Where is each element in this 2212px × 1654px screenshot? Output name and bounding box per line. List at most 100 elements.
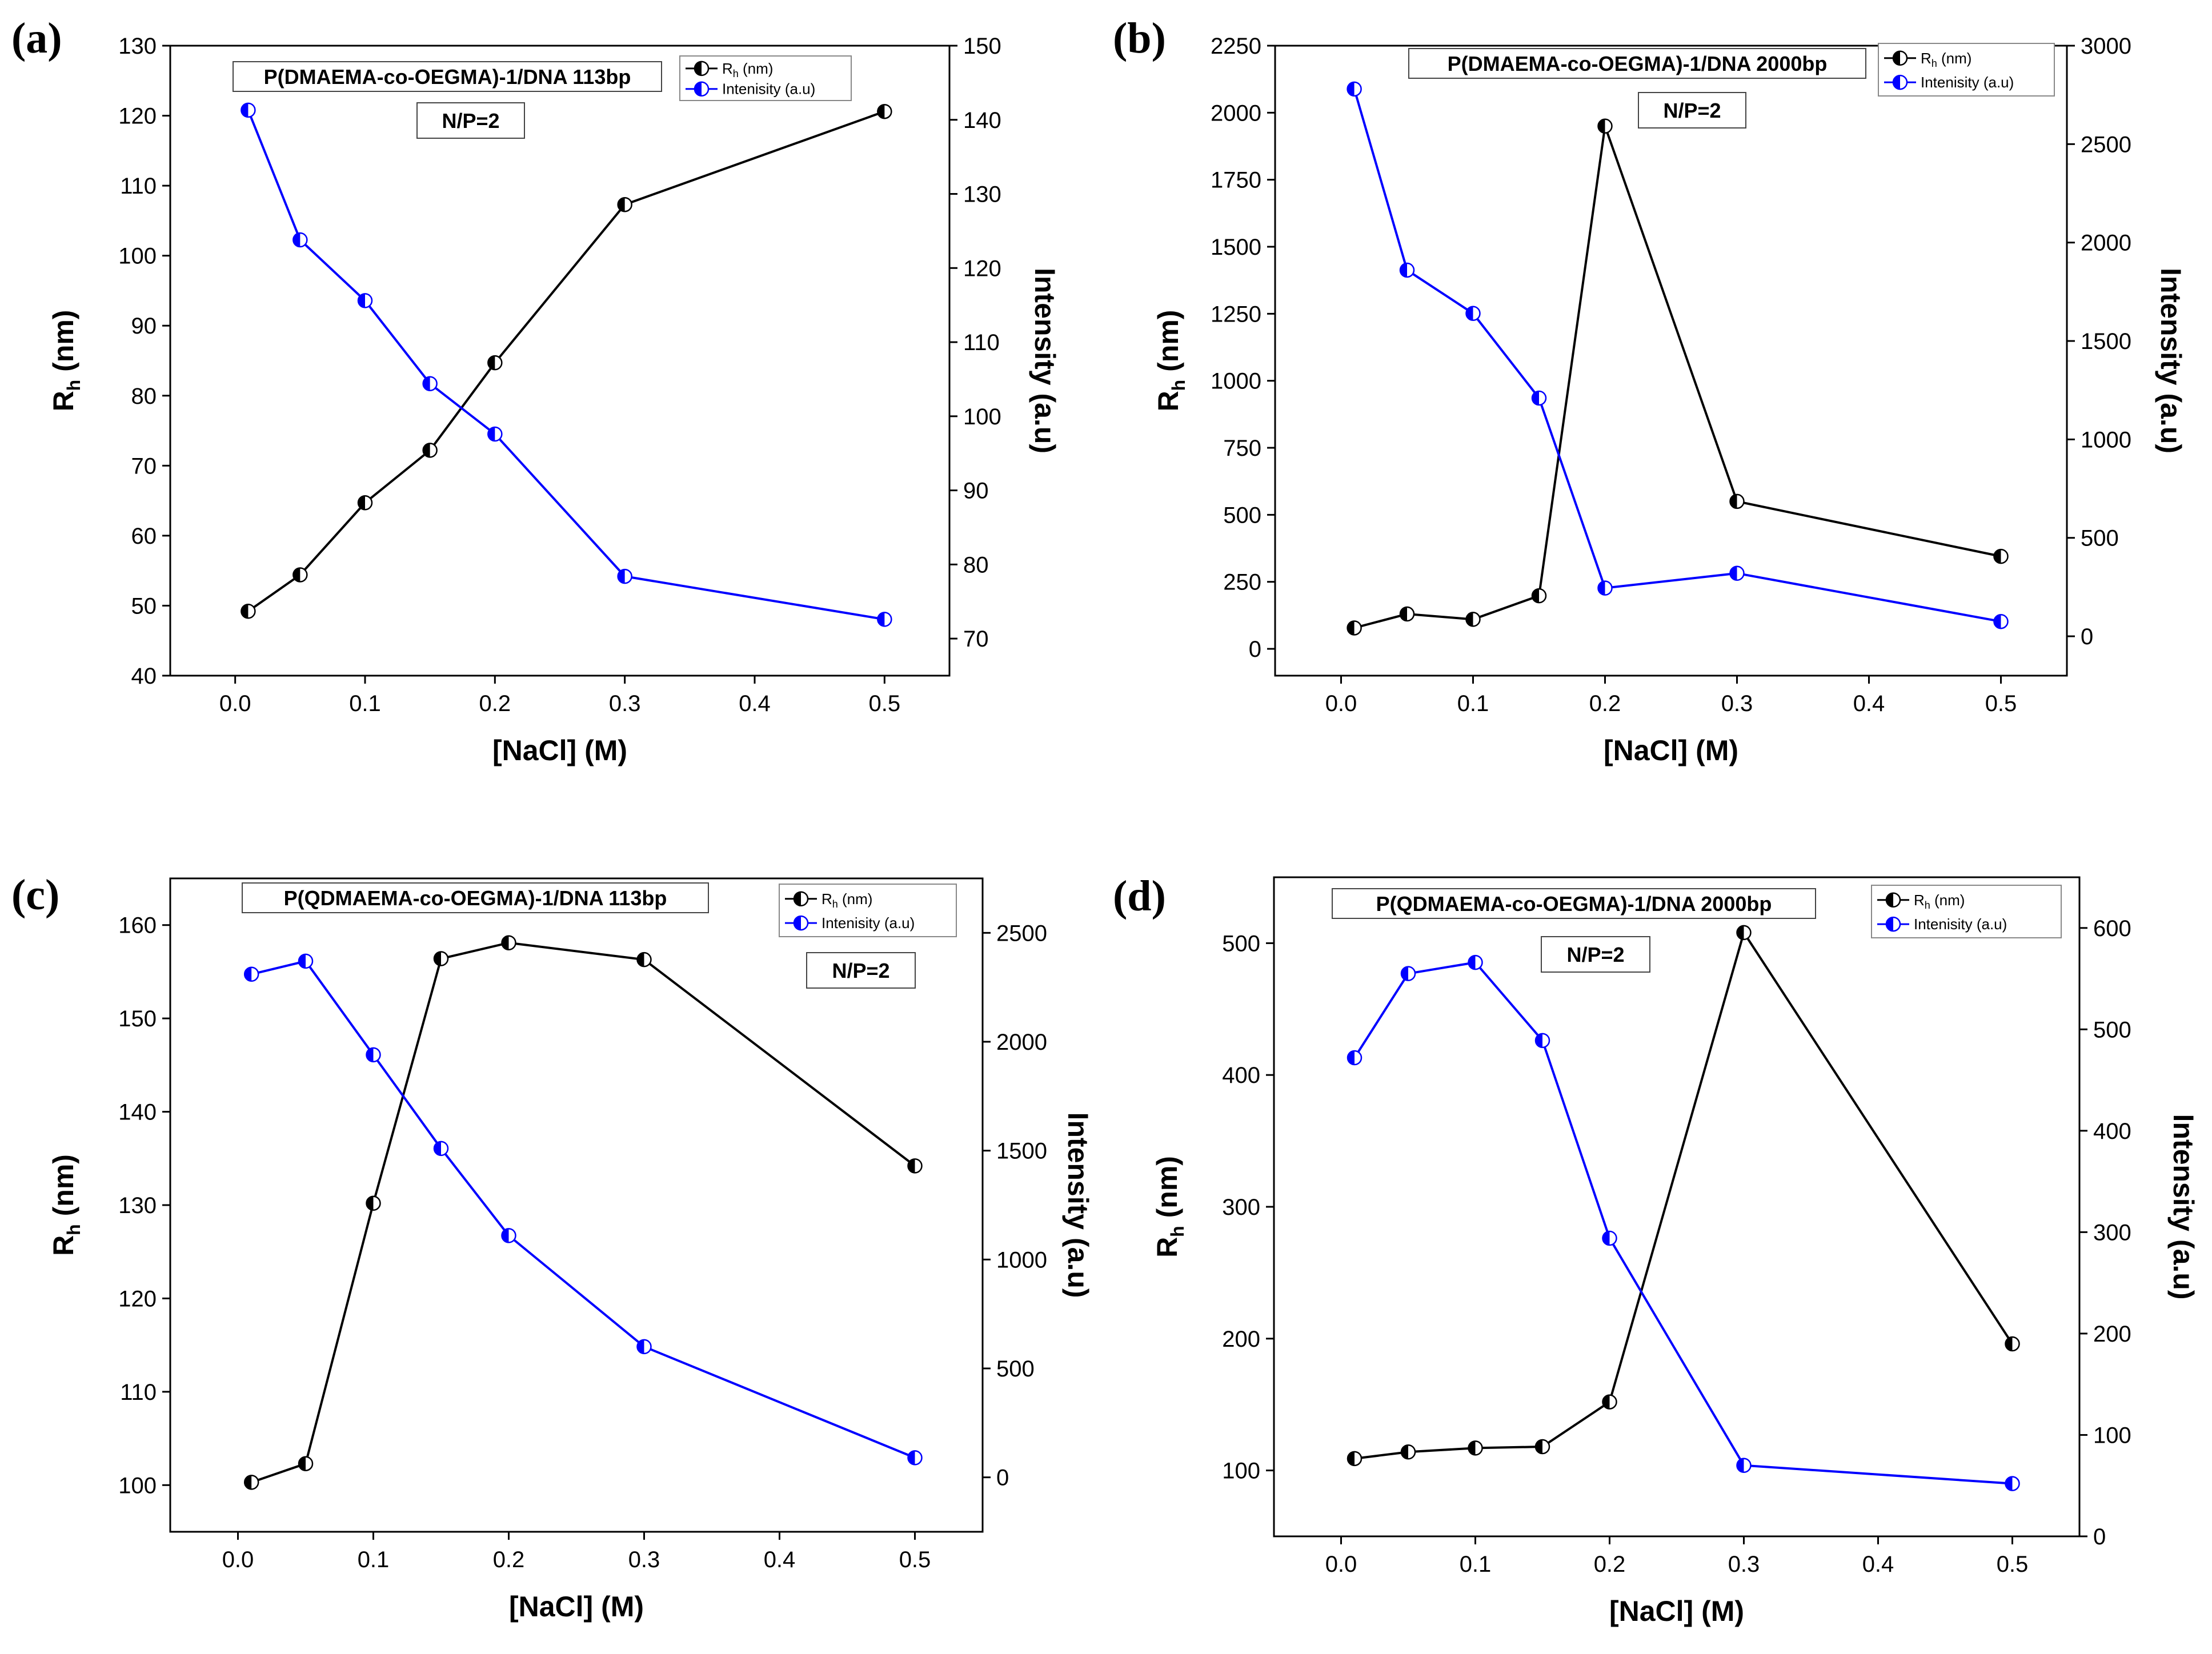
intensity-data-point <box>366 1047 381 1063</box>
legend-rh-label: Rh (nm) <box>722 60 773 79</box>
x-tick-label: 0.2 <box>479 691 511 716</box>
x-axis-label: [NaCl] (M) <box>1604 734 1738 766</box>
x-tick-label: 0.5 <box>1985 691 2017 716</box>
intensity-data-point <box>433 1141 449 1157</box>
title-annotation: P(QDMAEMA-co-OEGMA)-1/DNA 113bp <box>284 886 667 910</box>
np-annotation: N/P=2 <box>1566 943 1624 966</box>
legend-rh-rest: (nm) <box>739 60 774 77</box>
intensity-data-point <box>1468 954 1483 970</box>
y-tick-label: 160 <box>118 913 157 938</box>
intensity-data-point <box>292 232 308 248</box>
y2-tick-label: 500 <box>2081 526 2119 551</box>
intensity-series-line <box>251 960 916 1459</box>
legend-box <box>779 884 957 937</box>
legend-box <box>1878 43 2055 97</box>
legend: Rh (nm) Intenisity (a.u) <box>679 55 852 101</box>
panel-letter: (c) <box>11 871 59 919</box>
rh-data-point <box>636 952 652 967</box>
y2-tick-label: 300 <box>2093 1220 2131 1245</box>
y2-axis-label: Intensity (a.u) <box>1029 268 1061 453</box>
title-annotation: P(DMAEMA-co-OEGMA)-1/DNA 113bp <box>264 65 631 89</box>
legend-rh-label: Rh (nm) <box>822 890 872 910</box>
y-axis-label-main: R <box>47 1235 79 1256</box>
plot-frame <box>1273 876 2081 1537</box>
legend: Rh (nm) Intenisity (a.u) <box>1878 43 2055 97</box>
y-tick-label: 150 <box>118 1006 157 1031</box>
x-tick-label: 0.4 <box>1853 691 1885 716</box>
intensity-data-point <box>1736 1458 1752 1473</box>
legend-rh-marker <box>694 61 710 77</box>
intensity-data-point <box>1531 390 1547 406</box>
title-annotation-box <box>242 882 709 913</box>
intensity-data-point <box>1347 81 1362 97</box>
y-tick-label: 100 <box>118 1473 157 1498</box>
rh-data-point <box>1602 1394 1617 1410</box>
x-tick-label: 0.5 <box>899 1547 931 1572</box>
x-tick-label: 0.0 <box>219 691 251 716</box>
y-tick-label: 400 <box>1222 1063 1260 1088</box>
np-annotation-box <box>416 102 525 139</box>
x-axis-label: [NaCl] (M) <box>1609 1595 1744 1627</box>
y-tick-label: 70 <box>131 453 157 479</box>
y-tick-label: 110 <box>120 174 157 199</box>
intensity-data-point <box>1399 262 1415 278</box>
rh-data-point <box>298 1456 314 1471</box>
intensity-data-point <box>243 966 259 982</box>
y2-tick-label: 1000 <box>2081 427 2131 452</box>
legend-intensity-marker <box>793 915 809 931</box>
intensity-data-point <box>1465 306 1481 322</box>
legend: Rh (nm) Intenisity (a.u) <box>779 884 957 937</box>
rh-data-point <box>1534 1439 1550 1455</box>
np-annotation-box <box>806 952 916 989</box>
intensity-series-line <box>1353 961 2013 1485</box>
legend-rh-rest: (nm) <box>1930 892 1965 909</box>
y-axis-label-main: R <box>47 391 79 411</box>
y-tick-label: 60 <box>131 524 157 549</box>
x-tick-label: 0.0 <box>1325 1552 1357 1577</box>
intensity-data-point <box>422 376 438 391</box>
rh-data-point <box>907 1158 923 1174</box>
y2-tick-label: 120 <box>963 256 1001 281</box>
y-tick-label: 1500 <box>1211 235 1261 260</box>
x-tick-label: 0.0 <box>222 1547 254 1572</box>
y-tick-label: 500 <box>1222 931 1260 956</box>
legend-rh-marker <box>793 891 809 907</box>
np-annotation: N/P=2 <box>832 959 889 982</box>
rh-data-point <box>1736 925 1752 941</box>
y2-tick-label: 1000 <box>996 1247 1047 1272</box>
y-axis-label: Rh (nm) <box>1152 310 1189 412</box>
rh-data-point <box>422 443 438 458</box>
x-tick-label: 0.2 <box>1594 1552 1626 1577</box>
y-tick-label: 120 <box>118 1286 157 1311</box>
np-annotation: N/P=2 <box>442 109 499 133</box>
y-tick-label: 200 <box>1222 1327 1260 1352</box>
y-tick-label: 120 <box>118 104 157 129</box>
y2-tick-label: 1500 <box>996 1139 1047 1164</box>
title-annotation-box <box>233 61 662 92</box>
rh-data-point <box>1465 612 1481 627</box>
legend-rh-rest: (nm) <box>838 890 873 908</box>
y2-tick-label: 110 <box>963 330 1000 355</box>
y2-tick-label: 140 <box>963 108 1001 133</box>
y2-tick-label: 600 <box>2093 916 2131 941</box>
y-tick-label: 0 <box>1249 637 1261 662</box>
legend-box <box>1871 885 2062 938</box>
intensity-data-point <box>1993 613 2009 629</box>
legend-intensity-marker <box>1892 74 1908 90</box>
y-axis-label-main: R <box>1152 391 1184 411</box>
intensity-data-point <box>2005 1476 2020 1491</box>
title-annotation-box <box>1408 48 1866 79</box>
rh-series-line <box>1354 126 2001 629</box>
y-tick-label: 1250 <box>1211 302 1261 327</box>
intensity-data-point <box>1597 580 1613 596</box>
intensity-data-point <box>1602 1230 1617 1246</box>
y-axis-label-rest: (nm) <box>47 1154 79 1224</box>
y-tick-label: 300 <box>1222 1195 1260 1220</box>
x-tick-label: 0.2 <box>1589 691 1621 716</box>
y-axis-label-sub: h <box>63 1224 84 1235</box>
y-tick-label: 2250 <box>1211 34 1261 59</box>
x-tick-label: 0.0 <box>1325 691 1357 716</box>
rh-data-point <box>1468 1440 1483 1456</box>
y-tick-label: 50 <box>131 593 157 619</box>
x-tick-label: 0.4 <box>739 691 771 716</box>
